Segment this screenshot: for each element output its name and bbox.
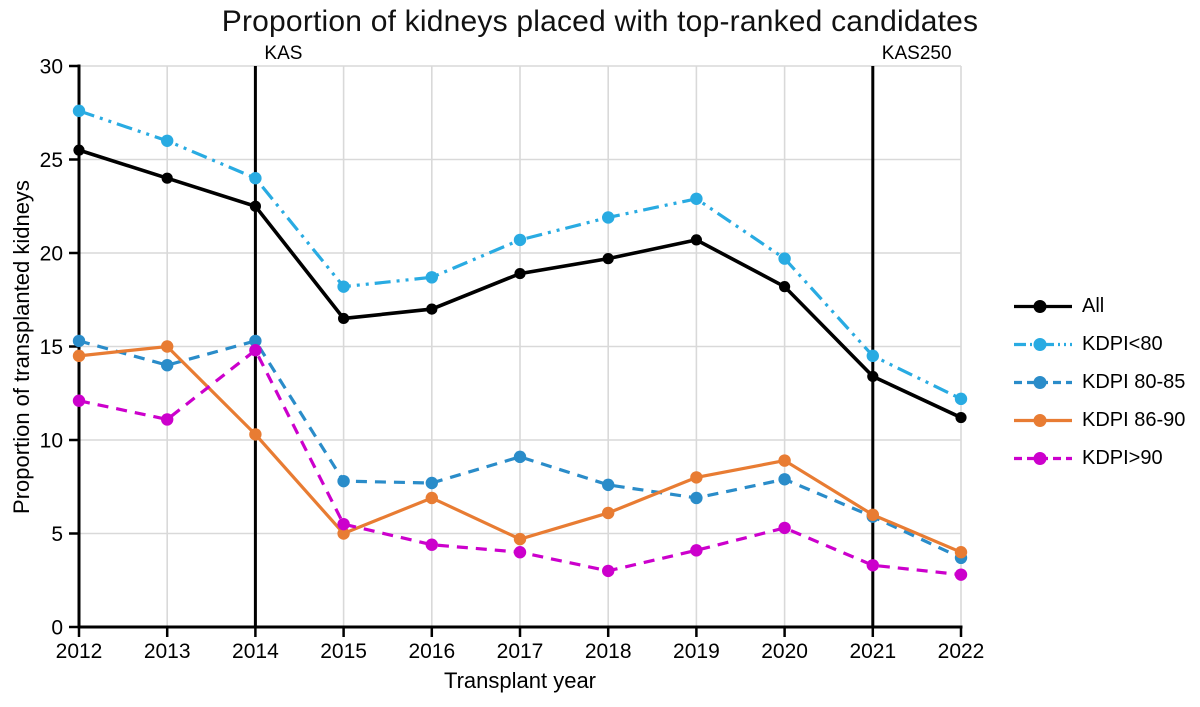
data-point	[602, 253, 614, 265]
data-point	[779, 281, 791, 293]
data-point	[690, 471, 703, 484]
y-tick-label: 5	[51, 523, 63, 546]
y-tick-label: 15	[40, 336, 63, 359]
data-point	[337, 517, 350, 531]
data-point	[425, 271, 438, 284]
y-tick-label: 20	[40, 243, 63, 266]
data-point	[249, 334, 262, 348]
legend-item-KDPI 80-85: KDPI 80-85	[1012, 371, 1186, 393]
data-point	[778, 454, 791, 467]
data-point	[426, 303, 438, 315]
data-point	[866, 508, 879, 521]
data-point	[161, 340, 174, 353]
data-point	[513, 546, 527, 559]
legend: All KDPI<80 KDPI 80-85 KDPI 86-90 KDPI>90	[1012, 295, 1186, 469]
data-point	[337, 527, 350, 540]
series-line-KDPI 80-85	[78, 339, 962, 560]
data-point	[866, 559, 879, 572]
legend-item-KDPI>90: KDPI>90	[1012, 447, 1185, 469]
data-point	[161, 172, 173, 184]
legend-label: All	[1082, 295, 1105, 317]
data-point	[778, 521, 791, 535]
legend-label: KDPI 86-90	[1082, 409, 1186, 431]
data-point	[954, 546, 968, 559]
x-tick-label: 2012	[56, 640, 103, 663]
data-point	[954, 568, 968, 581]
data-point	[72, 394, 86, 407]
y-axis-title: Proportion of transplanted kidneys	[9, 180, 34, 514]
y-tick-label: 0	[51, 617, 63, 640]
data-point	[73, 144, 85, 156]
data-point	[514, 267, 526, 280]
data-point	[867, 370, 879, 383]
y-tick-label: 30	[40, 56, 63, 79]
data-point	[602, 211, 615, 224]
legend-line-sample	[1014, 376, 1072, 389]
annotation-label-KAS: KAS	[264, 43, 302, 64]
data-point	[778, 252, 791, 265]
data-point	[690, 544, 703, 557]
data-point	[513, 233, 527, 247]
legend-label: KDPI 80-85	[1082, 371, 1186, 393]
data-point	[425, 491, 438, 505]
data-point	[866, 349, 879, 363]
data-point	[690, 234, 703, 246]
data-point	[425, 476, 438, 490]
chart-title: Proportion of kidneys placed with top-ra…	[221, 5, 979, 38]
data-point	[337, 280, 350, 293]
x-tick-label: 2021	[849, 640, 896, 663]
legend-line-sample	[1014, 338, 1072, 351]
data-point	[72, 104, 86, 118]
data-point	[955, 411, 967, 424]
data-point	[602, 564, 615, 578]
data-point	[72, 334, 86, 348]
data-point	[513, 532, 527, 546]
annotation-label-KAS250: KAS250	[882, 43, 952, 64]
data-point	[249, 428, 262, 441]
data-point	[249, 344, 262, 357]
y-tick-label: 25	[40, 149, 63, 172]
legend-item-KDPI 86-90: KDPI 86-90	[1012, 409, 1186, 431]
data-point	[690, 491, 703, 505]
legend-item-KDPI<80: KDPI<80	[1012, 333, 1185, 355]
legend-label: KDPI>90	[1082, 447, 1163, 469]
data-point	[161, 359, 174, 372]
data-point	[425, 538, 438, 551]
data-point	[72, 349, 86, 363]
data-point	[513, 450, 527, 464]
x-tick-label: 2016	[408, 640, 455, 663]
legend-line-sample	[1014, 414, 1072, 427]
data-point	[161, 413, 174, 426]
x-tick-label: 2017	[497, 640, 544, 663]
data-point	[778, 473, 791, 486]
x-tick-label: 2018	[585, 640, 632, 663]
x-tick-label: 2015	[320, 640, 367, 663]
data-point	[690, 192, 703, 205]
data-point	[954, 392, 968, 406]
legend-item-All: All	[1012, 295, 1185, 317]
data-point	[602, 506, 615, 520]
x-tick-label: 2020	[761, 640, 808, 663]
x-tick-label: 2019	[673, 640, 720, 663]
legend-line-sample	[1014, 300, 1072, 313]
y-tick-label: 10	[40, 430, 63, 453]
x-tick-label: 2022	[938, 640, 985, 663]
data-point	[337, 474, 350, 488]
data-point	[161, 134, 174, 147]
legend-line-sample	[1014, 452, 1072, 465]
x-tick-label: 2013	[144, 640, 191, 663]
x-axis-title: Transplant year	[443, 668, 597, 693]
data-point	[249, 200, 261, 212]
data-point	[249, 172, 262, 185]
legend-label: KDPI<80	[1082, 333, 1163, 355]
x-tick-label: 2014	[232, 640, 279, 663]
data-point	[602, 478, 615, 492]
data-point	[338, 312, 350, 325]
